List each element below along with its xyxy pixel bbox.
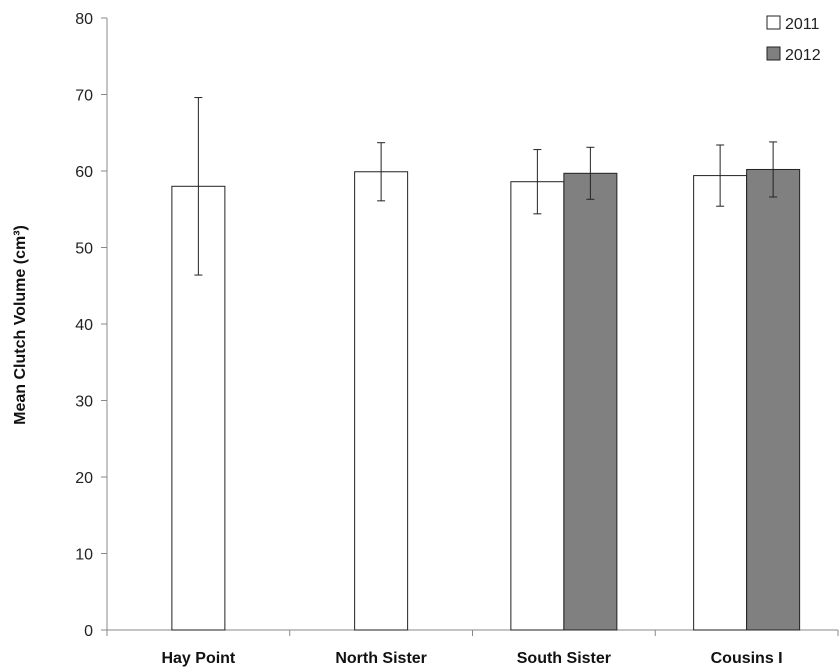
legend: 2011 2012 — [766, 15, 821, 64]
legend-label-2011: 2011 — [785, 16, 820, 33]
bars — [171, 168, 801, 631]
x-axis: Hay Point North Sister South Sister Cousins… — [106, 629, 839, 667]
legend-label-2012: 2012 — [785, 47, 821, 64]
y-tick-label: 50 — [75, 241, 93, 258]
legend-swatch-2011 — [766, 15, 781, 30]
y-axis: 0 10 20 30 40 50 60 70 80 — [75, 11, 108, 640]
x-category-label: Cousins I — [711, 650, 783, 667]
y-tick-label: 80 — [75, 11, 93, 28]
y-tick-label: 0 — [84, 623, 93, 640]
y-tick-label: 10 — [75, 547, 93, 564]
x-category-label: North Sister — [335, 650, 427, 667]
bar-2011-north-sister — [354, 171, 409, 631]
bar-2012-cousins-i — [746, 168, 801, 631]
y-tick-label: 30 — [75, 394, 93, 411]
bar-2011-south-sister — [510, 181, 565, 631]
bar-2012-south-sister — [563, 172, 618, 631]
y-tick-label: 70 — [75, 88, 93, 105]
x-category-label: South Sister — [517, 650, 611, 667]
y-tick-label: 20 — [75, 470, 93, 487]
y-tick-label: 40 — [75, 317, 93, 334]
bar-2011-cousins-i — [693, 175, 748, 631]
y-axis-title: Mean Clutch Volume (cm³) — [12, 225, 29, 425]
error-bars — [194, 97, 778, 276]
x-category-label: Hay Point — [161, 650, 235, 667]
y-tick-label: 60 — [75, 164, 93, 181]
legend-swatch-2012 — [766, 46, 781, 61]
